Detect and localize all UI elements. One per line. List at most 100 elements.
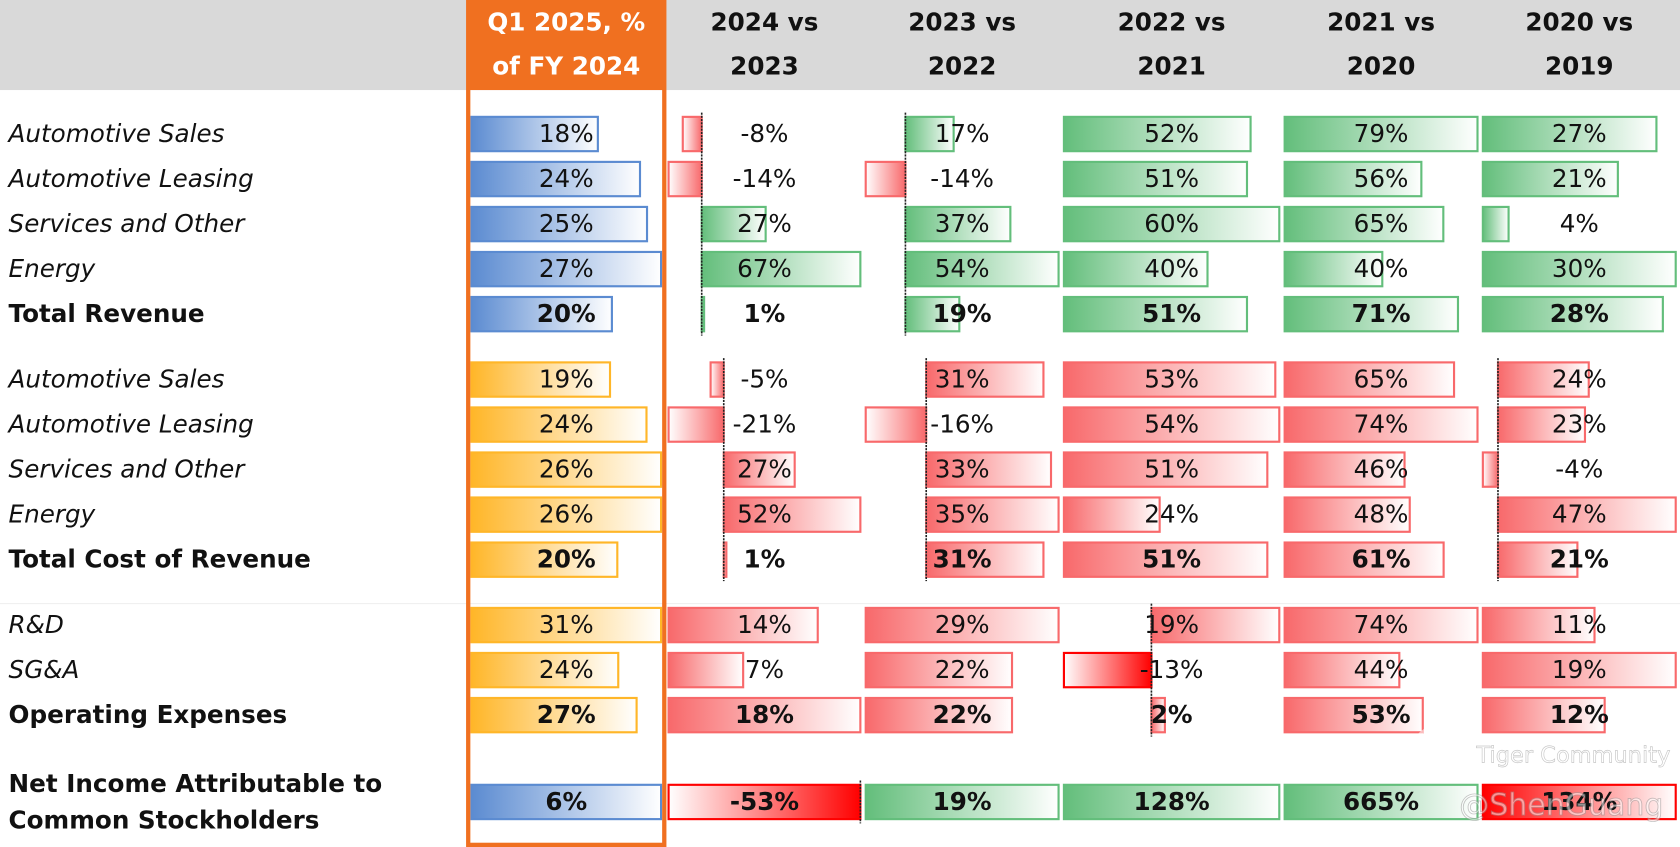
cell-value: 40% [1144, 254, 1199, 283]
data-bar [700, 205, 767, 243]
watermark-author: @ShenGuang [1459, 788, 1663, 823]
data-bar [1283, 496, 1411, 533]
data-bar [1481, 783, 1677, 821]
column-header: 2024 vs [711, 8, 819, 37]
cell-value: 11% [1552, 610, 1607, 639]
data-bar [904, 295, 961, 333]
cell-value: 665% [1343, 787, 1419, 816]
data-bar [1481, 160, 1619, 198]
data-bar [864, 606, 1060, 644]
cell-value: 31% [935, 365, 990, 394]
data-bar [1283, 205, 1445, 243]
data-bar [1283, 406, 1479, 443]
cell-value: 71% [1352, 299, 1411, 328]
column-header: 2021 [1137, 52, 1206, 81]
column-header: 2019 [1545, 52, 1614, 81]
data-bar [1481, 115, 1658, 153]
cell-value: -53% [730, 787, 799, 816]
data-bar [1062, 295, 1249, 333]
row-label: R&D [9, 610, 64, 639]
data-bar [667, 606, 819, 644]
data-bar [1062, 406, 1281, 443]
cell-value: -16% [930, 410, 994, 439]
cell-value: 23% [1552, 410, 1607, 439]
data-bar [681, 115, 703, 153]
column-header: 2020 [1347, 52, 1416, 81]
cell-value: 47% [1552, 500, 1607, 529]
cell-value: 74% [1354, 610, 1409, 639]
data-bar [864, 696, 1014, 734]
data-bar [470, 541, 619, 578]
row-label: Operating Expenses [9, 700, 288, 729]
data-bar [667, 406, 725, 443]
row-label: Automotive Sales [7, 365, 225, 394]
data-bar [1481, 606, 1596, 644]
table-body: Q1 2025, % of FY 2024 2024 vs 2023 2023 vs 20… [7, 8, 1677, 834]
cell-value: 19% [933, 299, 992, 328]
cell-value: 74% [1354, 410, 1409, 439]
cell-value: 19% [933, 787, 992, 816]
cell-value: 25% [539, 209, 594, 238]
row-label: Automotive Sales [7, 119, 225, 148]
cell-value: 52% [1144, 119, 1199, 148]
cell-value: 29% [935, 610, 990, 639]
cell-value: 26% [539, 500, 594, 529]
data-bar [1062, 205, 1281, 243]
cell-value: 27% [737, 455, 792, 484]
watermark: Tiger Community @ShenGuang [1410, 725, 1671, 823]
data-bar [470, 406, 648, 443]
data-bar [925, 496, 1060, 533]
watermark-icon [1410, 725, 1466, 780]
data-bar [1283, 541, 1445, 578]
row-label: Services and Other [9, 455, 247, 484]
data-bar [1496, 406, 1587, 443]
cell-value: 7% [745, 655, 784, 684]
cell-value: 24% [539, 164, 594, 193]
data-bar [864, 160, 907, 198]
row-label: Services and Other [9, 209, 247, 238]
header-band [0, 0, 1680, 91]
cell-value: 46% [1354, 455, 1409, 484]
cell-value: 22% [935, 655, 990, 684]
cell-value: 26% [539, 455, 594, 484]
data-bar [864, 406, 928, 443]
row-label: Total Revenue [9, 299, 205, 328]
cell-value: 24% [1144, 500, 1199, 529]
cell-value: 19% [1144, 610, 1199, 639]
data-bar [1481, 451, 1500, 488]
cell-value: 44% [1354, 655, 1409, 684]
data-bar [667, 696, 862, 734]
column-header: 2022 vs [1118, 8, 1226, 37]
cell-value: 17% [935, 119, 990, 148]
cell-value: 14% [737, 610, 792, 639]
cell-value: 40% [1354, 254, 1409, 283]
data-bar [470, 496, 663, 533]
cell-value: -8% [740, 119, 788, 148]
data-bar [1062, 361, 1277, 398]
data-bar [864, 651, 1014, 689]
data-bar [470, 250, 663, 288]
data-bar [1062, 496, 1161, 533]
data-bar [1283, 451, 1406, 488]
cell-value: 53% [1352, 700, 1411, 729]
cell-value: 2% [1151, 700, 1193, 729]
data-bar [667, 651, 745, 689]
data-bar [1062, 160, 1249, 198]
cell-value: 28% [1550, 299, 1609, 328]
cell-value: 48% [1354, 500, 1409, 529]
row-label: Net Income Attributable to [9, 769, 383, 798]
cell-value: 30% [1552, 254, 1607, 283]
cell-value: 27% [537, 700, 596, 729]
data-bar [470, 783, 663, 821]
data-bar [1062, 783, 1281, 821]
data-bar [470, 606, 663, 644]
cell-value: 60% [1144, 209, 1199, 238]
cell-value: 21% [1552, 164, 1607, 193]
column-header: of FY 2024 [492, 52, 640, 81]
data-bar [1481, 651, 1677, 689]
cell-value: 61% [1352, 545, 1411, 574]
data-bar [904, 205, 1012, 243]
highlight-header [468, 0, 665, 91]
